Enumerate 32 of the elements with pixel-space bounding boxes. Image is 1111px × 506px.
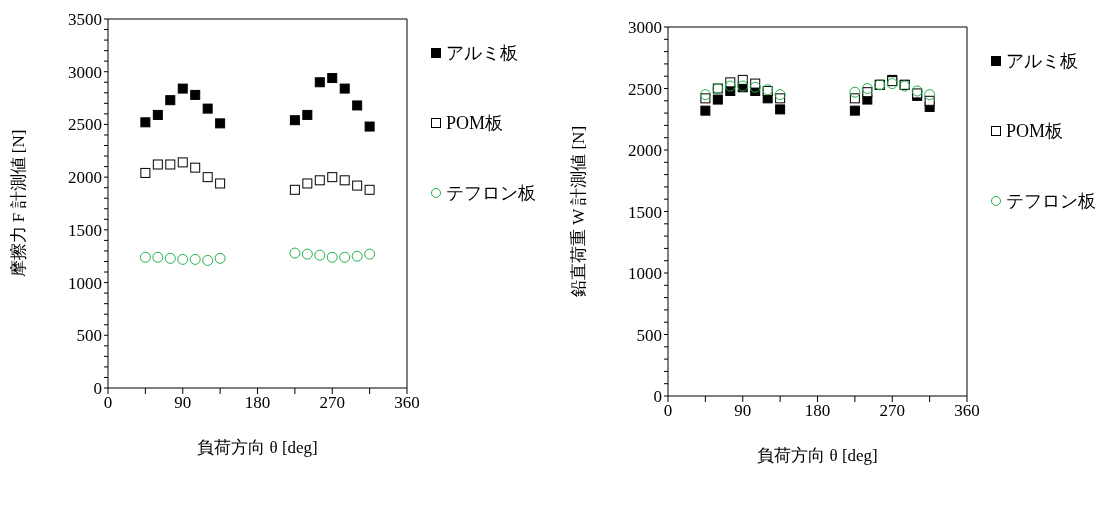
y-tick-label: 1000 <box>628 264 662 284</box>
legend-label: POM板 <box>446 112 504 135</box>
y-tick-label: 1500 <box>628 202 662 222</box>
x-axis-title: 負荷方向 θ [deg] <box>757 446 878 465</box>
x-tick-label: 360 <box>394 393 420 413</box>
y-tick-label: 500 <box>76 326 102 346</box>
x-tick-label: 90 <box>734 401 752 421</box>
x-tick-label: 180 <box>804 401 831 421</box>
legend-label: テフロン板 <box>1006 190 1096 213</box>
legend-label: アルミ板 <box>446 42 518 65</box>
x-tick-label: 360 <box>954 401 980 421</box>
y-tick-label: 2000 <box>68 168 102 188</box>
legend-label: POM板 <box>1006 120 1064 143</box>
y-tick-label: 2500 <box>68 115 102 135</box>
y-tick-label: 500 <box>636 325 662 345</box>
y-tick-label: 1500 <box>68 220 102 240</box>
y-tick-label: 0 <box>93 379 102 399</box>
y-tick-label: 1000 <box>68 273 102 293</box>
x-tick-label: 180 <box>244 393 271 413</box>
x-tick-label: 270 <box>319 393 345 413</box>
legend-label: テフロン板 <box>446 182 536 205</box>
y-tick-label: 3500 <box>68 10 102 30</box>
y-axis-title: 鉛直荷重 W 計測値 [N] <box>569 125 589 298</box>
x-tick-label: 270 <box>879 401 905 421</box>
y-tick-label: 2000 <box>628 141 662 161</box>
y-tick-label: 3000 <box>628 18 662 38</box>
y-tick-label: 3000 <box>68 62 102 82</box>
legend-label: アルミ板 <box>1006 50 1078 73</box>
y-tick-label: 2500 <box>628 79 662 99</box>
x-tick-label: 90 <box>174 393 192 413</box>
x-axis-title: 負荷方向 θ [deg] <box>197 438 318 457</box>
y-axis-title: 摩擦力 F 計測値 [N] <box>9 129 29 278</box>
